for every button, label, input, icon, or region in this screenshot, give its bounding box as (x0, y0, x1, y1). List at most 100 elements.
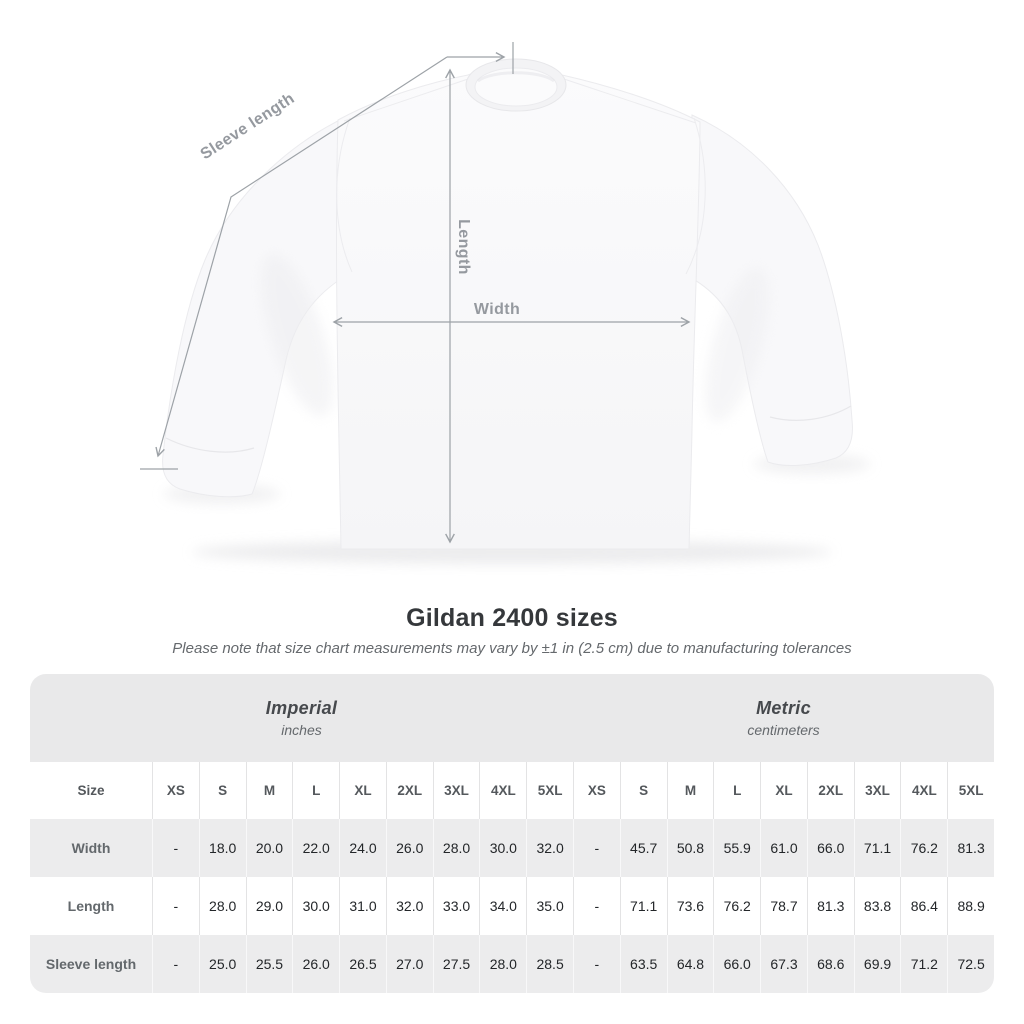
size-header: L (713, 762, 760, 819)
size-header: 2XL (806, 762, 854, 819)
value-cell: 50.8 (666, 819, 714, 877)
value-cell: - (152, 877, 199, 935)
value-cell: 61.0 (760, 819, 807, 877)
value-cell: 55.9 (713, 819, 760, 877)
value-cell: 69.9 (853, 935, 901, 993)
value-cell: 73.6 (666, 877, 714, 935)
size-header-row: Size XS S M L XL 2XL 3XL 4XL 5XL XS S M … (30, 762, 994, 819)
value-cell: 27.5 (432, 935, 480, 993)
table-row-sleeve-length: Sleeve length - 25.0 25.5 26.0 26.5 27.0… (30, 935, 994, 993)
value-cell: 26.0 (292, 935, 339, 993)
value-cell: 63.5 (619, 935, 667, 993)
value-cell: - (573, 819, 620, 877)
imperial-title: Imperial (265, 698, 338, 718)
size-header: XL (339, 762, 386, 819)
value-cell: 28.0 (479, 935, 526, 993)
value-cell: 35.0 (526, 877, 573, 935)
value-cell: 71.1 (619, 877, 667, 935)
imperial-header: Imperial inches (30, 674, 573, 762)
unit-header-band: Imperial inches Metric centimeters (30, 674, 994, 762)
size-table: Imperial inches Metric centimeters Size … (30, 674, 994, 993)
value-cell: 26.0 (385, 819, 433, 877)
value-cell: 26.5 (339, 935, 386, 993)
value-cell: 27.0 (385, 935, 433, 993)
size-header: 5XL (526, 762, 573, 819)
value-cell: 66.0 (713, 935, 760, 993)
size-header: 5XL (947, 762, 994, 819)
right-shoulder-seam (563, 78, 697, 124)
value-cell: 67.3 (760, 935, 807, 993)
long-sleeve-shirt-illustration (140, 42, 870, 564)
value-cell: 25.5 (245, 935, 293, 993)
imperial-unit: inches (281, 722, 322, 738)
value-cell: 30.0 (479, 819, 526, 877)
left-cuff-seam (165, 437, 255, 453)
value-cell: 22.0 (292, 819, 339, 877)
size-column-header: Size (77, 783, 105, 798)
value-cell: 28.5 (526, 935, 573, 993)
metric-title: Metric (756, 698, 811, 718)
value-cell: 18.0 (198, 819, 246, 877)
table-row-length: Length - 28.0 29.0 30.0 31.0 32.0 33.0 3… (30, 877, 994, 935)
value-cell: 76.2 (900, 819, 947, 877)
value-cell: 24.0 (339, 819, 386, 877)
value-cell: 34.0 (479, 877, 526, 935)
value-cell: 68.6 (806, 935, 854, 993)
metric-unit: centimeters (747, 722, 820, 738)
size-header: M (245, 762, 293, 819)
length-label: Length (455, 219, 472, 275)
value-cell: 45.7 (619, 819, 667, 877)
measurement-lines (140, 42, 691, 544)
sleeve-measure-line (155, 56, 448, 458)
size-header: 2XL (385, 762, 433, 819)
left-sleeve-shading (260, 253, 334, 417)
value-cell: 32.0 (526, 819, 573, 877)
value-cell: 28.0 (198, 877, 246, 935)
value-cell: 88.9 (947, 877, 994, 935)
page-title: Gildan 2400 sizes (406, 604, 618, 632)
width-label: Width (473, 301, 521, 318)
collar-opening (474, 67, 558, 107)
size-header: XS (152, 762, 199, 819)
size-header: M (666, 762, 714, 819)
value-cell: 78.7 (760, 877, 807, 935)
value-cell: 31.0 (339, 877, 386, 935)
value-cell: 30.0 (292, 877, 339, 935)
value-cell: 81.3 (947, 819, 994, 877)
right-cuff-seam (769, 405, 852, 421)
value-cell: 86.4 (900, 877, 947, 935)
value-cell: - (152, 819, 199, 877)
size-header: XS (573, 762, 620, 819)
shirt-diagram: Sleeve length Length Width (140, 42, 870, 564)
row-label: Width (71, 840, 111, 856)
value-cell: 64.8 (666, 935, 714, 993)
left-armhole-seam (336, 117, 353, 273)
value-cell: - (573, 877, 620, 935)
size-header: 4XL (900, 762, 947, 819)
size-header: L (292, 762, 339, 819)
value-cell: 28.0 (432, 819, 480, 877)
value-cell: 33.0 (432, 877, 480, 935)
size-header: 3XL (853, 762, 901, 819)
tolerance-note: Please note that size chart measurements… (172, 640, 852, 657)
value-cell: 71.2 (900, 935, 947, 993)
collar-inner-shadow (477, 71, 555, 83)
size-header: 4XL (479, 762, 526, 819)
right-sleeve-shading (705, 267, 769, 423)
value-cell: 83.8 (853, 877, 901, 935)
value-cell: 20.0 (245, 819, 293, 877)
value-cell: 81.3 (806, 877, 854, 935)
value-cell: - (573, 935, 620, 993)
row-label: Sleeve length (45, 956, 137, 972)
value-cell: 71.1 (853, 819, 901, 877)
value-cell: 25.0 (198, 935, 246, 993)
size-header: S (619, 762, 667, 819)
value-cell: 72.5 (947, 935, 994, 993)
value-cell: 29.0 (245, 877, 293, 935)
value-cell: - (152, 935, 199, 993)
row-label: Length (67, 898, 115, 914)
size-header: 3XL (432, 762, 480, 819)
value-cell: 76.2 (713, 877, 760, 935)
right-armhole-seam (685, 117, 706, 275)
